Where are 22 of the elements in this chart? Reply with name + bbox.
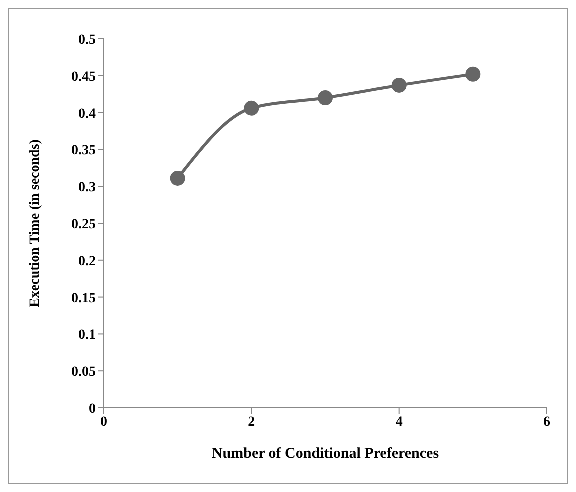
- y-axis-title: Execution Time (in seconds): [28, 139, 43, 308]
- x-tick-label: 0: [100, 414, 108, 430]
- x-tick-label: 6: [544, 414, 550, 430]
- point: [244, 100, 260, 116]
- y-tick-label: 0.25: [72, 217, 96, 232]
- y-tick-label: 0.4: [78, 106, 96, 122]
- y-tick-label: 0.5: [78, 32, 96, 48]
- x-tick-label: 2: [248, 414, 256, 430]
- point: [392, 78, 407, 93]
- x-axis-title: Number of Conditional Preferences: [212, 446, 440, 462]
- x-tick-label: 4: [396, 414, 403, 430]
- point: [466, 66, 481, 82]
- y-tick-label: 0.15: [72, 291, 96, 306]
- y-tick-label: 0.3: [78, 180, 96, 196]
- y-tick-label: 0.35: [72, 144, 96, 159]
- y-tick-label: 0.2: [78, 254, 96, 270]
- y-tick-label: 0.05: [72, 365, 96, 380]
- point: [318, 90, 333, 106]
- y-tick-label: 0.45: [72, 70, 96, 85]
- point: [170, 170, 186, 186]
- y-tick-label: 0.1: [78, 328, 96, 344]
- y-tick-label: 0: [89, 402, 96, 417]
